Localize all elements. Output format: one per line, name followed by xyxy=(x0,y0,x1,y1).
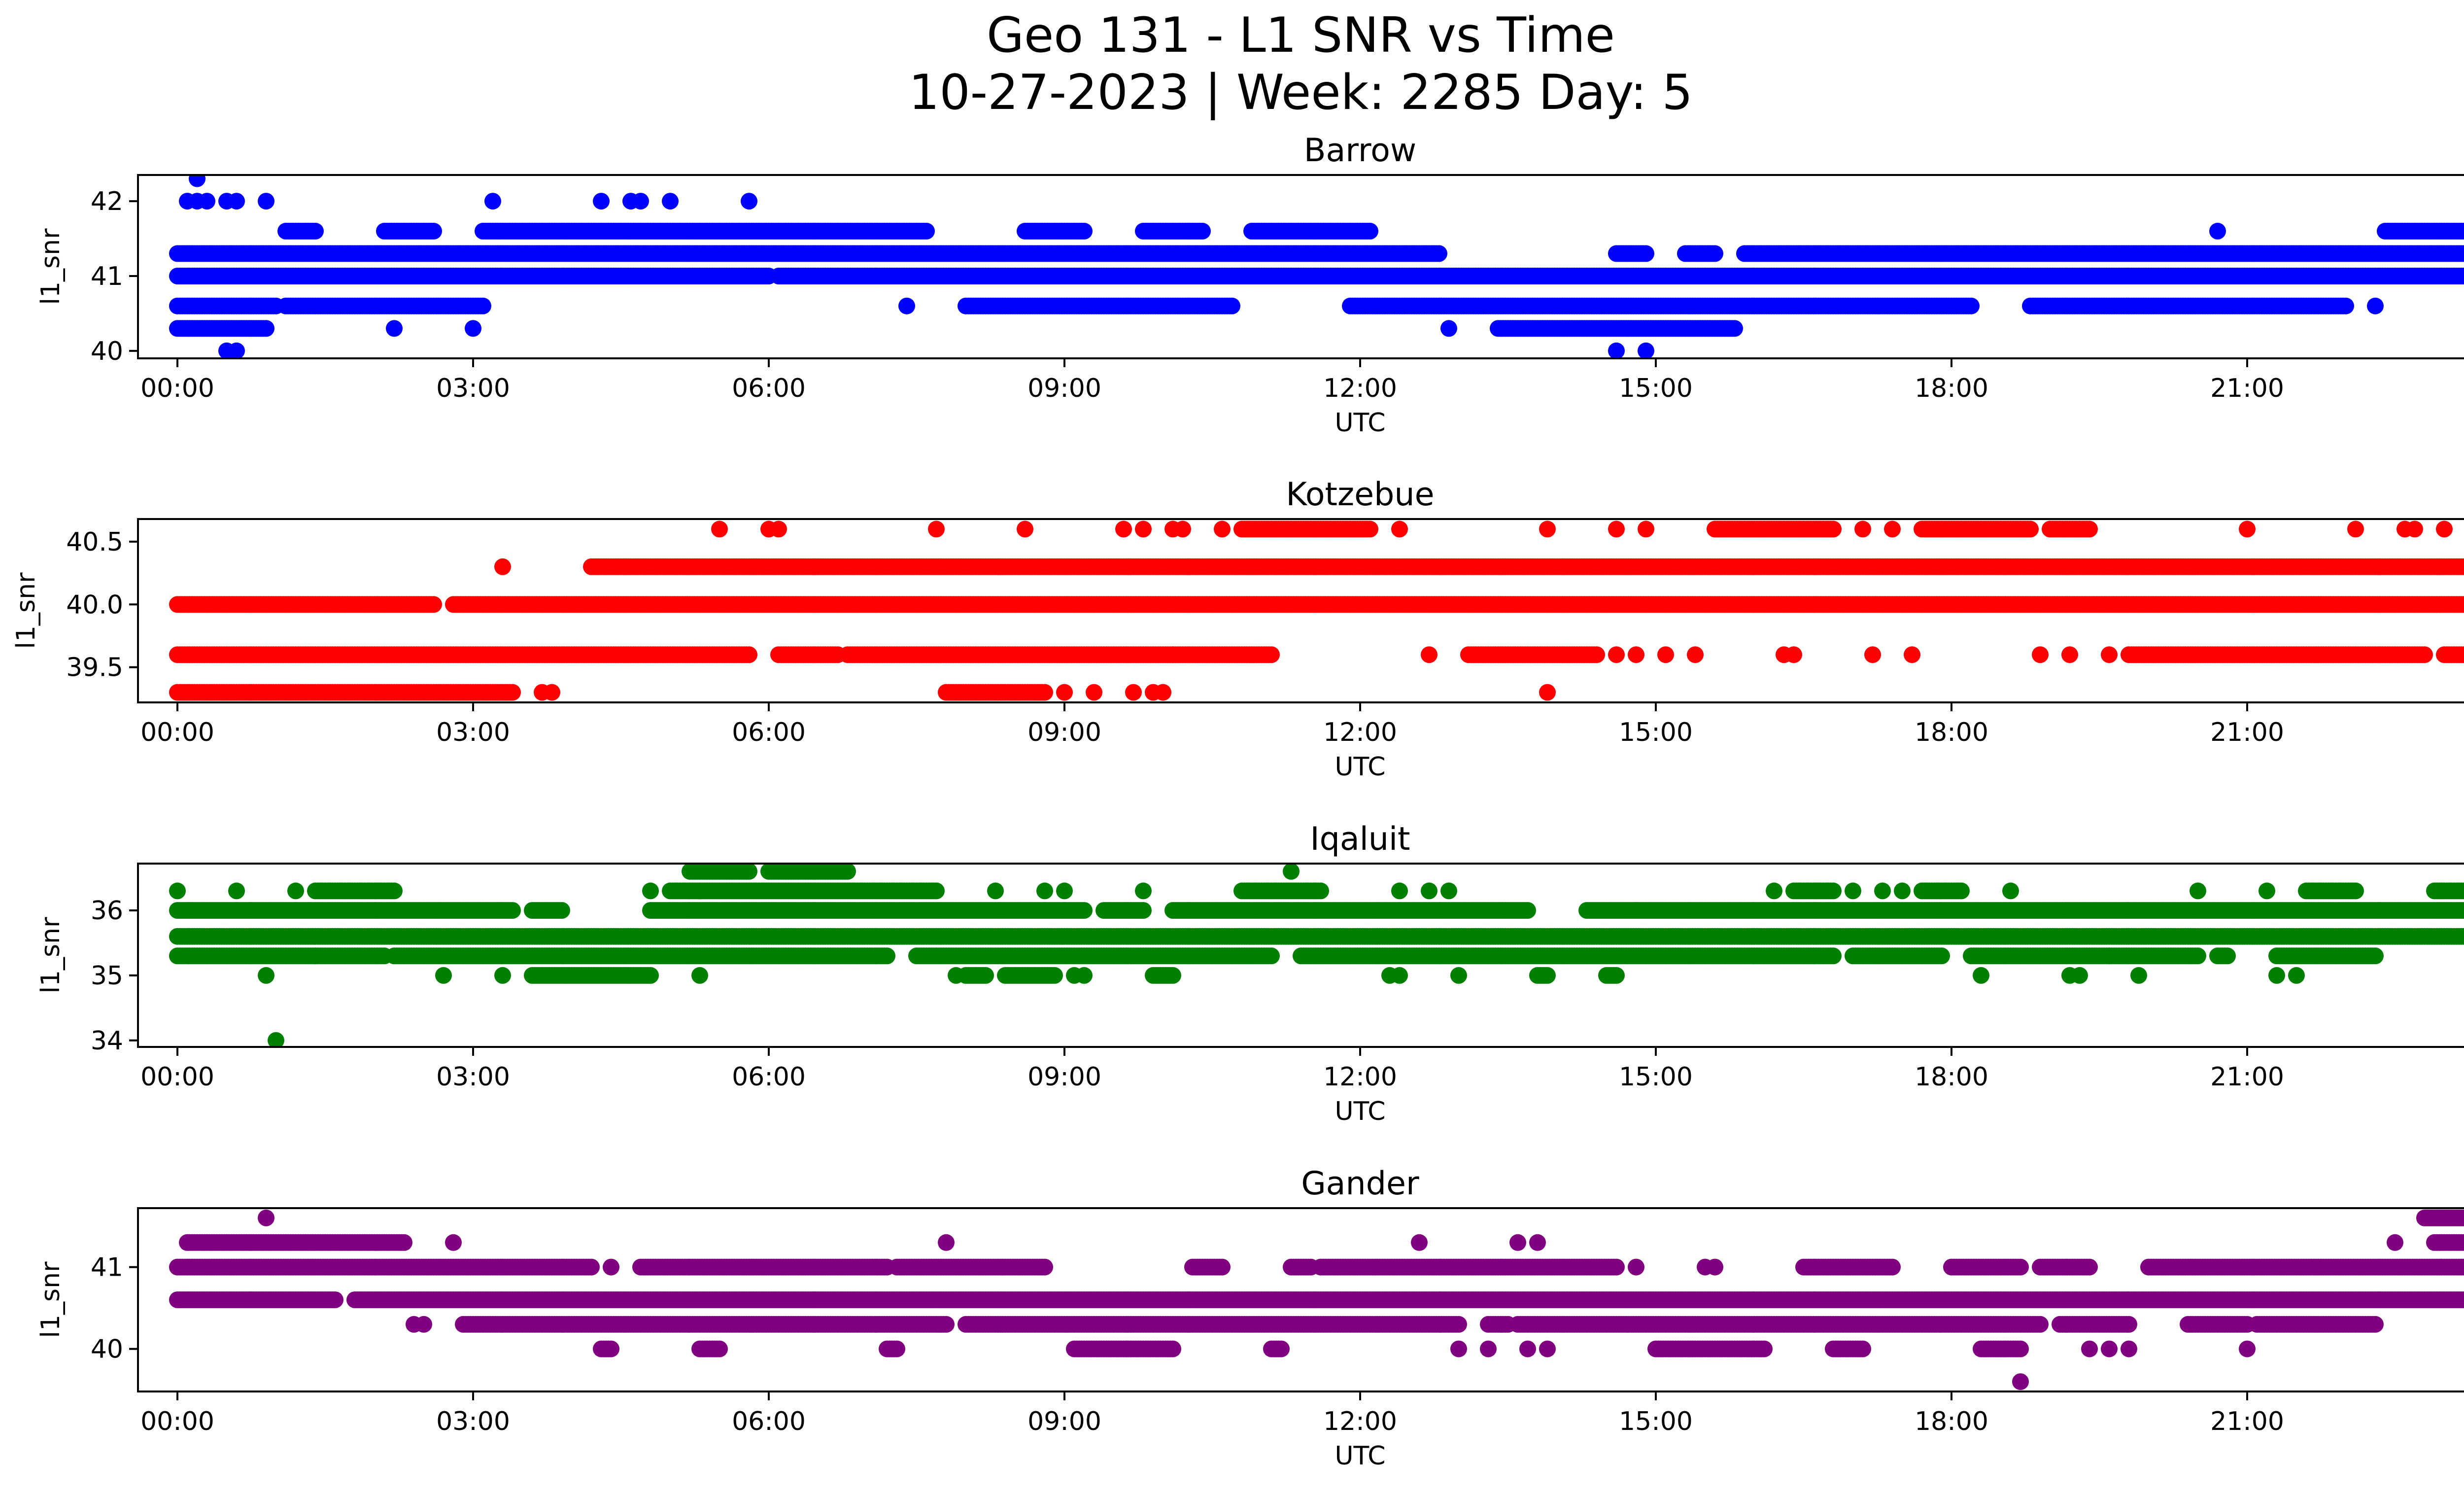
data-point xyxy=(2461,269,2464,283)
data-point xyxy=(593,193,610,210)
x-tick-label: 15:00 xyxy=(1619,374,1693,403)
data-point xyxy=(307,222,324,240)
data-point xyxy=(1076,222,1093,240)
subplot-grid: Barrow 00:00 03:00 06:00 09:00 12:00 15:00 18:0… xyxy=(11,132,2464,1471)
data-point xyxy=(1194,222,1211,240)
data-point xyxy=(228,193,245,210)
data-point xyxy=(1362,222,1378,240)
data-point xyxy=(189,175,205,187)
data-point xyxy=(475,297,491,314)
data-point xyxy=(1638,342,1654,358)
x-tick-label: 12:00 xyxy=(1323,374,1397,403)
data-point xyxy=(1707,245,1723,262)
data-point xyxy=(2367,297,2384,314)
x-tick-label: 18:00 xyxy=(1915,374,1988,403)
data-point xyxy=(2461,597,2464,612)
x-tick-label: 21:00 xyxy=(2210,374,2284,403)
data-point xyxy=(2022,521,2039,538)
data-point xyxy=(898,297,915,314)
x-tick-label: 03:00 xyxy=(436,374,510,403)
y-tick-label: 40 xyxy=(91,337,123,366)
data-point xyxy=(484,193,501,210)
data-point xyxy=(386,320,403,337)
data-point xyxy=(425,596,442,613)
data-point xyxy=(258,193,274,210)
subplot-title: Barrow xyxy=(1304,132,1416,169)
data-point xyxy=(1825,521,1842,538)
data-point xyxy=(662,193,679,210)
x-tick-label: 00:00 xyxy=(140,374,214,403)
scatter-points xyxy=(169,521,2464,701)
scatter-points xyxy=(169,175,2464,358)
data-point xyxy=(1362,521,1378,538)
x-tick-label: 09:00 xyxy=(1027,374,1101,403)
data-point xyxy=(199,193,215,210)
data-point xyxy=(1608,342,1625,358)
data-point xyxy=(741,193,757,210)
subplot-barrow: Barrow 00:00 03:00 06:00 09:00 12:00 15:00 18:0… xyxy=(36,132,2464,438)
data-point xyxy=(1431,245,1447,262)
data-point xyxy=(1440,320,1457,337)
data-point xyxy=(425,222,442,240)
y-tick-label: 42 xyxy=(91,187,123,216)
data-point xyxy=(2081,521,2098,538)
data-point xyxy=(258,320,274,337)
data-point xyxy=(1726,320,1743,337)
figure-title: Geo 131 - L1 SNR vs Time 10-27-2023 | We… xyxy=(0,7,2464,121)
data-point xyxy=(2337,297,2354,314)
data-point xyxy=(465,320,481,337)
data-point xyxy=(2461,224,2464,238)
data-point xyxy=(2461,560,2464,574)
x-axis-label: UTC xyxy=(1335,408,1385,438)
figure-title-line-1: Geo 131 - L1 SNR vs Time xyxy=(987,7,1615,64)
y-axis-label: l1_snr xyxy=(36,228,66,305)
y-tick-label: 41 xyxy=(91,262,123,291)
data-point xyxy=(1638,245,1654,262)
data-point xyxy=(228,342,245,358)
data-point xyxy=(2209,222,2226,240)
data-point xyxy=(918,222,935,240)
x-tick-label: 06:00 xyxy=(732,374,806,403)
data-point xyxy=(2461,246,2464,261)
data-point xyxy=(1963,297,1980,314)
data-point xyxy=(1224,297,1240,314)
data-point xyxy=(632,193,649,210)
figure-title-line-2: 10-27-2023 | Week: 2285 Day: 5 xyxy=(909,65,1693,121)
